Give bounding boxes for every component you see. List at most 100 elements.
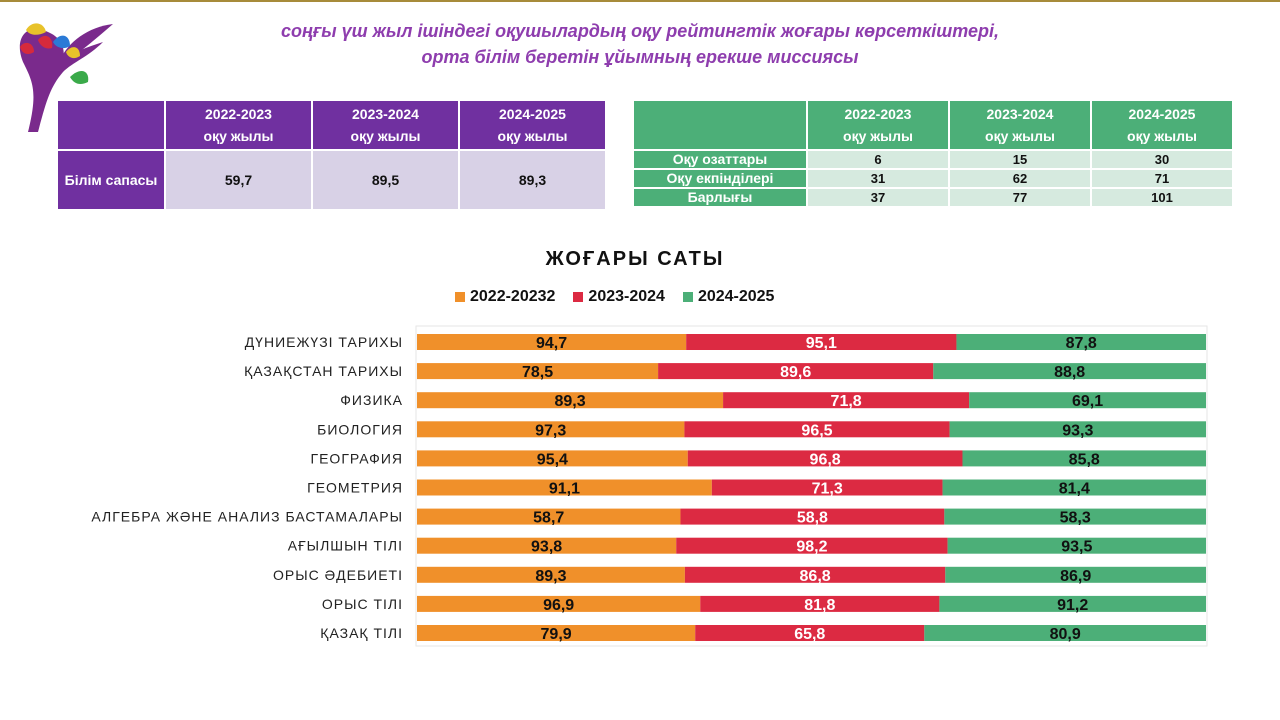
- bar-segment-series-2: [947, 537, 1206, 554]
- data-label-series-0: 94,7: [536, 335, 567, 352]
- data-label-series-1: 96,8: [810, 451, 841, 468]
- legend-swatch-2024: [682, 292, 693, 302]
- data-label-series-0: 89,3: [535, 568, 566, 585]
- title-line-2: орта білім беретін ұйымның ерекше миссия…: [421, 47, 859, 67]
- bar-segment-series-1: [676, 537, 948, 554]
- bar-segment-series-1: [684, 566, 946, 583]
- bar-segment-series-0: [417, 334, 687, 350]
- students-col-header: 2024-2025 оқу жылы: [1092, 101, 1232, 149]
- category-label: ФИЗИКА: [340, 392, 403, 408]
- data-label-series-2: 69,1: [1072, 393, 1103, 410]
- quality-value: 59,7: [166, 151, 311, 209]
- data-label-series-1: 96,5: [801, 422, 832, 439]
- bar-segment-series-0: [417, 537, 677, 554]
- data-label-series-2: 88,8: [1054, 364, 1085, 381]
- data-label-series-0: 91,1: [549, 481, 580, 498]
- chart-title: ЖОҒАРЫ САТЫ: [545, 248, 725, 270]
- data-label-series-0: 89,3: [554, 393, 585, 410]
- quality-table: 2022-2023 оқу жылы 2023-2024 оқу жылы 20…: [56, 99, 607, 211]
- students-table: 2022-2023 оқу жылы 2023-2024 оқу жылы 20…: [632, 99, 1234, 208]
- data-label-series-2: 93,3: [1062, 422, 1093, 439]
- category-label: ГЕОГРАФИЯ: [311, 450, 403, 466]
- students-value: 6: [808, 151, 948, 168]
- students-value: 37: [808, 189, 948, 206]
- students-value: 71: [1092, 170, 1232, 187]
- data-label-series-1: 89,6: [780, 364, 811, 381]
- quality-table-corner: [58, 101, 164, 149]
- data-label-series-1: 98,2: [796, 539, 827, 556]
- data-label-series-0: 79,9: [541, 626, 572, 643]
- bar-segment-series-1: [723, 392, 970, 409]
- students-col-header: 2022-2023 оқу жылы: [808, 101, 948, 149]
- students-value: 77: [950, 189, 1090, 206]
- legend-item-2022: 2022-20232: [455, 288, 555, 306]
- bar-segment-series-2: [945, 566, 1206, 583]
- category-label: ДҮНИЕЖҮЗІ ТАРИХЫ: [245, 334, 403, 350]
- data-label-series-0: 95,4: [537, 451, 568, 468]
- data-label-series-1: 71,3: [812, 481, 843, 498]
- bar-segment-series-2: [949, 421, 1206, 438]
- data-label-series-1: 58,8: [797, 510, 828, 527]
- bar-segment-series-0: [417, 508, 681, 525]
- quality-col-header: 2022-2023 оқу жылы: [166, 101, 311, 149]
- data-label-series-1: 95,1: [806, 335, 837, 352]
- category-label: ҚАЗАҚСТАН ТАРИХЫ: [244, 363, 403, 379]
- bar-segment-series-0: [417, 450, 688, 467]
- bar-segment-series-2: [933, 363, 1206, 380]
- quality-col-header: 2024-2025 оқу жылы: [460, 101, 605, 149]
- category-label: АҒЫЛШЫН ТІЛІ: [288, 538, 403, 554]
- legend-item-2023: 2023-2024: [573, 288, 665, 306]
- plot-frame: [415, 325, 1208, 647]
- bar-segment-series-1: [680, 508, 945, 525]
- legend-swatch-2023: [573, 292, 584, 302]
- data-label-series-1: 86,8: [800, 568, 831, 585]
- students-value: 101: [1092, 189, 1232, 206]
- quality-value: 89,3: [460, 151, 605, 209]
- data-label-series-2: 86,9: [1060, 568, 1091, 585]
- students-value: 31: [808, 170, 948, 187]
- legend-item-2024: 2024-2025: [682, 288, 775, 306]
- category-label: ОРЫС ТІЛІ: [322, 596, 403, 612]
- bar-segment-series-2: [956, 334, 1206, 350]
- bar-segment-series-2: [942, 479, 1206, 496]
- data-label-series-2: 80,9: [1050, 626, 1081, 643]
- data-label-series-2: 91,2: [1057, 597, 1088, 614]
- bar-segment-series-1: [687, 450, 963, 467]
- bar-segment-series-0: [417, 566, 685, 583]
- data-label-series-2: 87,8: [1066, 335, 1097, 352]
- legend-label-2024: 2024-2025: [697, 288, 775, 305]
- category-label: ГЕОМЕТРИЯ: [307, 480, 403, 496]
- category-label: ҚАЗАҚ ТІЛІ: [320, 625, 403, 641]
- data-label-series-2: 58,3: [1060, 510, 1091, 527]
- bar-segment-series-0: [417, 421, 685, 438]
- bar-segment-series-0: [417, 363, 659, 380]
- students-table-corner: [634, 101, 806, 149]
- students-col-header: 2023-2024 оқу жылы: [950, 101, 1090, 149]
- bar-segment-series-1: [695, 625, 925, 641]
- quality-value: 89,5: [313, 151, 458, 209]
- bird-logo-icon: [19, 23, 113, 132]
- bar-segment-series-0: [417, 479, 712, 496]
- data-label-series-0: 96,9: [543, 597, 574, 614]
- bar-segment-series-2: [944, 508, 1206, 525]
- bar-segment-series-2: [962, 450, 1206, 467]
- legend-label-2022: 2022-20232: [470, 288, 556, 305]
- data-label-series-2: 85,8: [1069, 451, 1100, 468]
- category-label: ОРЫС ӘДЕБИЕТІ: [273, 567, 403, 583]
- students-value: 30: [1092, 151, 1232, 168]
- bar-segment-series-1: [686, 334, 957, 350]
- bar-segment-series-0: [417, 595, 701, 612]
- data-label-series-1: 65,8: [794, 626, 825, 643]
- legend-label-2023: 2023-2024: [588, 288, 665, 305]
- bar-segment-series-2: [969, 392, 1206, 409]
- data-label-series-1: 81,8: [804, 597, 835, 614]
- bar-segment-series-2: [924, 625, 1206, 641]
- students-value: 15: [950, 151, 1090, 168]
- bar-segment-series-1: [658, 363, 934, 380]
- chart-legend: 2022-20232 2023-2024 2024-2025: [455, 288, 774, 306]
- top-border-line: [0, 0, 1280, 2]
- legend-swatch-2022: [455, 292, 465, 302]
- data-label-series-1: 71,8: [831, 393, 862, 410]
- students-row-label: Барлығы: [634, 189, 806, 206]
